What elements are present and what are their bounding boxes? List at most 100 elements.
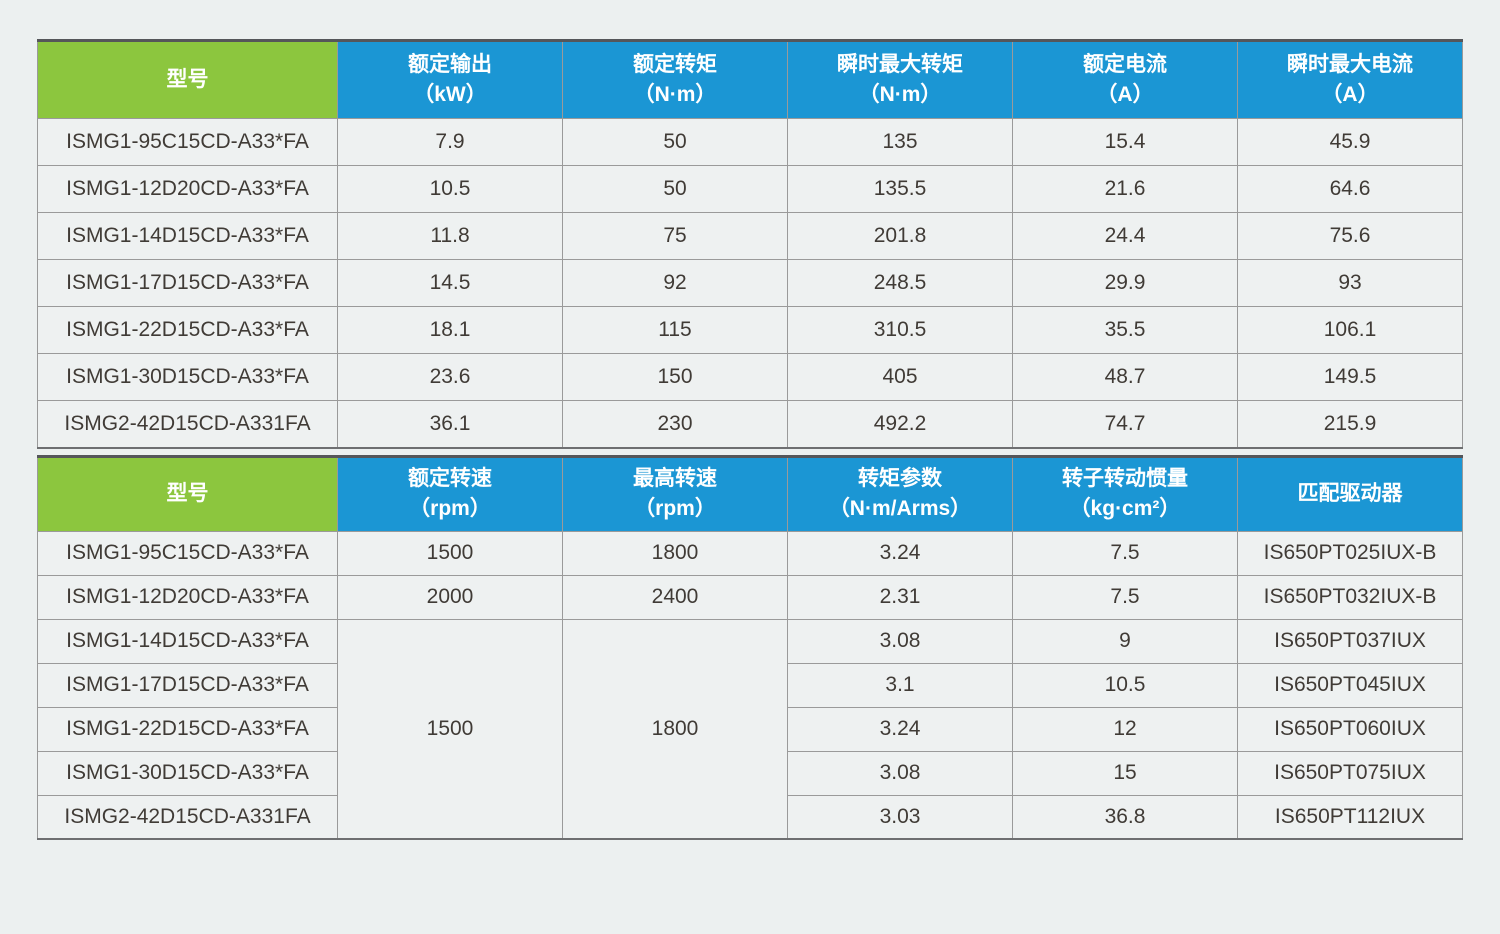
motor-speed-drive-table: 型号 额定转速 （rpm） 最高转速 （rpm） 转矩参数 （N·m/Arms） 转子… (37, 454, 1463, 840)
cell-model: ISMG2-42D15CD-A331FA (37, 794, 338, 840)
cell-model: ISMG2-42D15CD-A331FA (37, 400, 338, 448)
cell-rated-torque: 230 (562, 400, 788, 448)
cell-model: ISMG1-95C15CD-A33*FA (37, 118, 338, 166)
cell-matching-drive: IS650PT037IUX (1237, 618, 1463, 664)
cell-peak-torque: 135.5 (787, 165, 1013, 213)
cell-rated-torque: 50 (562, 165, 788, 213)
col-header-peak-torque: 瞬时最大转矩 （N·m） (787, 40, 1013, 119)
cell-rated-torque: 75 (562, 212, 788, 260)
cell-rated-current: 21.6 (1012, 165, 1238, 213)
cell-rated-current: 24.4 (1012, 212, 1238, 260)
header-title: 转矩参数 (858, 466, 942, 490)
cell-rated-output: 18.1 (337, 306, 563, 354)
col-header-rated-torque: 额定转矩 （N·m） (562, 40, 788, 119)
header-unit: （kW） (413, 83, 487, 106)
table-row: ISMG1-12D20CD-A33*FA 10.5 50 135.5 21.6 … (37, 165, 1463, 213)
header-unit: （kg·cm²） (1069, 497, 1181, 520)
cell-torque-param: 2.31 (787, 574, 1013, 620)
cell-rotor-inertia: 7.5 (1012, 574, 1238, 620)
cell-rated-output: 7.9 (337, 118, 563, 166)
header-unit: （N·m） (858, 83, 942, 106)
cell-model: ISMG1-17D15CD-A33*FA (37, 259, 338, 307)
table-row: ISMG2-42D15CD-A331FA 36.1 230 492.2 74.7… (37, 400, 1463, 448)
col-header-rated-output: 额定输出 （kW） (337, 40, 563, 119)
cell-model: ISMG1-22D15CD-A33*FA (37, 706, 338, 752)
cell-matching-drive: IS650PT060IUX (1237, 706, 1463, 752)
motor-spec-sheet: 型号 额定输出 （kW） 额定转矩 （N·m） 瞬时最大转矩 （N·m） 额定电流 （A… (37, 39, 1463, 840)
cell-model: ISMG1-12D20CD-A33*FA (37, 574, 338, 620)
table-row: ISMG1-17D15CD-A33*FA 3.1 10.5 IS650PT045… (37, 662, 1463, 708)
header-title: 型号 (166, 67, 209, 91)
header-title: 额定转速 (408, 466, 492, 490)
cell-peak-torque: 201.8 (787, 212, 1013, 260)
cell-model: ISMG1-14D15CD-A33*FA (37, 212, 338, 260)
table-row: ISMG1-30D15CD-A33*FA 3.08 15 IS650PT075I… (37, 750, 1463, 796)
cell-model: ISMG1-30D15CD-A33*FA (37, 750, 338, 796)
cell-model: ISMG1-14D15CD-A33*FA (37, 618, 338, 664)
cell-peak-current: 45.9 (1237, 118, 1463, 166)
header-title: 最高转速 (633, 466, 717, 490)
cell-matching-drive: IS650PT112IUX (1237, 794, 1463, 840)
header-row: 型号 额定转速 （rpm） 最高转速 （rpm） 转矩参数 （N·m/Arms） 转子… (37, 455, 1463, 532)
cell-peak-torque: 135 (787, 118, 1013, 166)
cell-peak-current: 215.9 (1237, 400, 1463, 448)
col-header-model: 型号 (37, 455, 338, 532)
table-row: ISMG1-14D15CD-A33*FA 1500 1800 3.08 9 IS… (37, 618, 1463, 840)
table-row: ISMG1-95C15CD-A33*FA 1500 1800 3.24 7.5 … (37, 530, 1463, 576)
header-title: 额定输出 (408, 52, 492, 76)
cell-max-speed: 1800 (562, 530, 788, 576)
header-title: 额定转矩 (633, 52, 717, 76)
cell-peak-current: 93 (1237, 259, 1463, 307)
cell-rotor-inertia: 9 (1012, 618, 1238, 664)
cell-rated-speed-merged: 1500 (337, 618, 563, 840)
cell-rated-speed: 2000 (337, 574, 563, 620)
cell-torque-param: 3.08 (787, 750, 1013, 796)
header-title: 瞬时最大电流 (1287, 52, 1413, 76)
cell-peak-current: 149.5 (1237, 353, 1463, 401)
cell-rated-output: 14.5 (337, 259, 563, 307)
cell-torque-param: 3.24 (787, 530, 1013, 576)
table-row: ISMG1-12D20CD-A33*FA 2000 2400 2.31 7.5 … (37, 574, 1463, 620)
cell-rated-torque: 92 (562, 259, 788, 307)
cell-rated-output: 36.1 (337, 400, 563, 448)
cell-matching-drive: IS650PT032IUX-B (1237, 574, 1463, 620)
cell-rated-current: 29.9 (1012, 259, 1238, 307)
cell-max-speed-merged: 1800 (562, 618, 788, 840)
col-header-model: 型号 (37, 40, 338, 119)
cell-peak-current: 64.6 (1237, 165, 1463, 213)
cell-rated-current: 74.7 (1012, 400, 1238, 448)
cell-max-speed: 2400 (562, 574, 788, 620)
col-header-peak-current: 瞬时最大电流 （A） (1237, 40, 1463, 119)
cell-matching-drive: IS650PT045IUX (1237, 662, 1463, 708)
cell-rated-torque: 115 (562, 306, 788, 354)
cell-peak-current: 106.1 (1237, 306, 1463, 354)
header-title: 额定电流 (1083, 52, 1167, 76)
cell-rated-current: 48.7 (1012, 353, 1238, 401)
cell-rated-torque: 50 (562, 118, 788, 166)
header-title: 转子转动惯量 (1062, 466, 1188, 490)
col-header-matching-drive: 匹配驱动器 (1237, 455, 1463, 532)
header-title: 型号 (166, 481, 209, 505)
table-row: ISMG1-30D15CD-A33*FA 23.6 150 405 48.7 1… (37, 353, 1463, 401)
cell-model: ISMG1-22D15CD-A33*FA (37, 306, 338, 354)
col-header-torque-param: 转矩参数 （N·m/Arms） (787, 455, 1013, 532)
header-title: 瞬时最大转矩 (837, 52, 963, 76)
cell-model: ISMG1-17D15CD-A33*FA (37, 662, 338, 708)
cell-peak-torque: 405 (787, 353, 1013, 401)
col-header-rotor-inertia: 转子转动惯量 （kg·cm²） (1012, 455, 1238, 532)
table-row: ISMG1-95C15CD-A33*FA 7.9 50 135 15.4 45.… (37, 118, 1463, 166)
table-row: ISMG1-22D15CD-A33*FA 3.24 12 IS650PT060I… (37, 706, 1463, 752)
cell-torque-param: 3.03 (787, 794, 1013, 840)
header-title: 匹配驱动器 (1297, 481, 1403, 505)
cell-model: ISMG1-95C15CD-A33*FA (37, 530, 338, 576)
header-row: 型号 额定输出 （kW） 额定转矩 （N·m） 瞬时最大转矩 （N·m） 额定电流 （A… (37, 40, 1463, 119)
header-unit: （rpm） (634, 497, 716, 520)
cell-rated-torque: 150 (562, 353, 788, 401)
cell-rotor-inertia: 10.5 (1012, 662, 1238, 708)
cell-torque-param: 3.08 (787, 618, 1013, 664)
cell-torque-param: 3.24 (787, 706, 1013, 752)
cell-rotor-inertia: 12 (1012, 706, 1238, 752)
header-unit: （N·m） (633, 83, 717, 106)
cell-matching-drive: IS650PT025IUX-B (1237, 530, 1463, 576)
table-row: ISMG1-17D15CD-A33*FA 14.5 92 248.5 29.9 … (37, 259, 1463, 307)
